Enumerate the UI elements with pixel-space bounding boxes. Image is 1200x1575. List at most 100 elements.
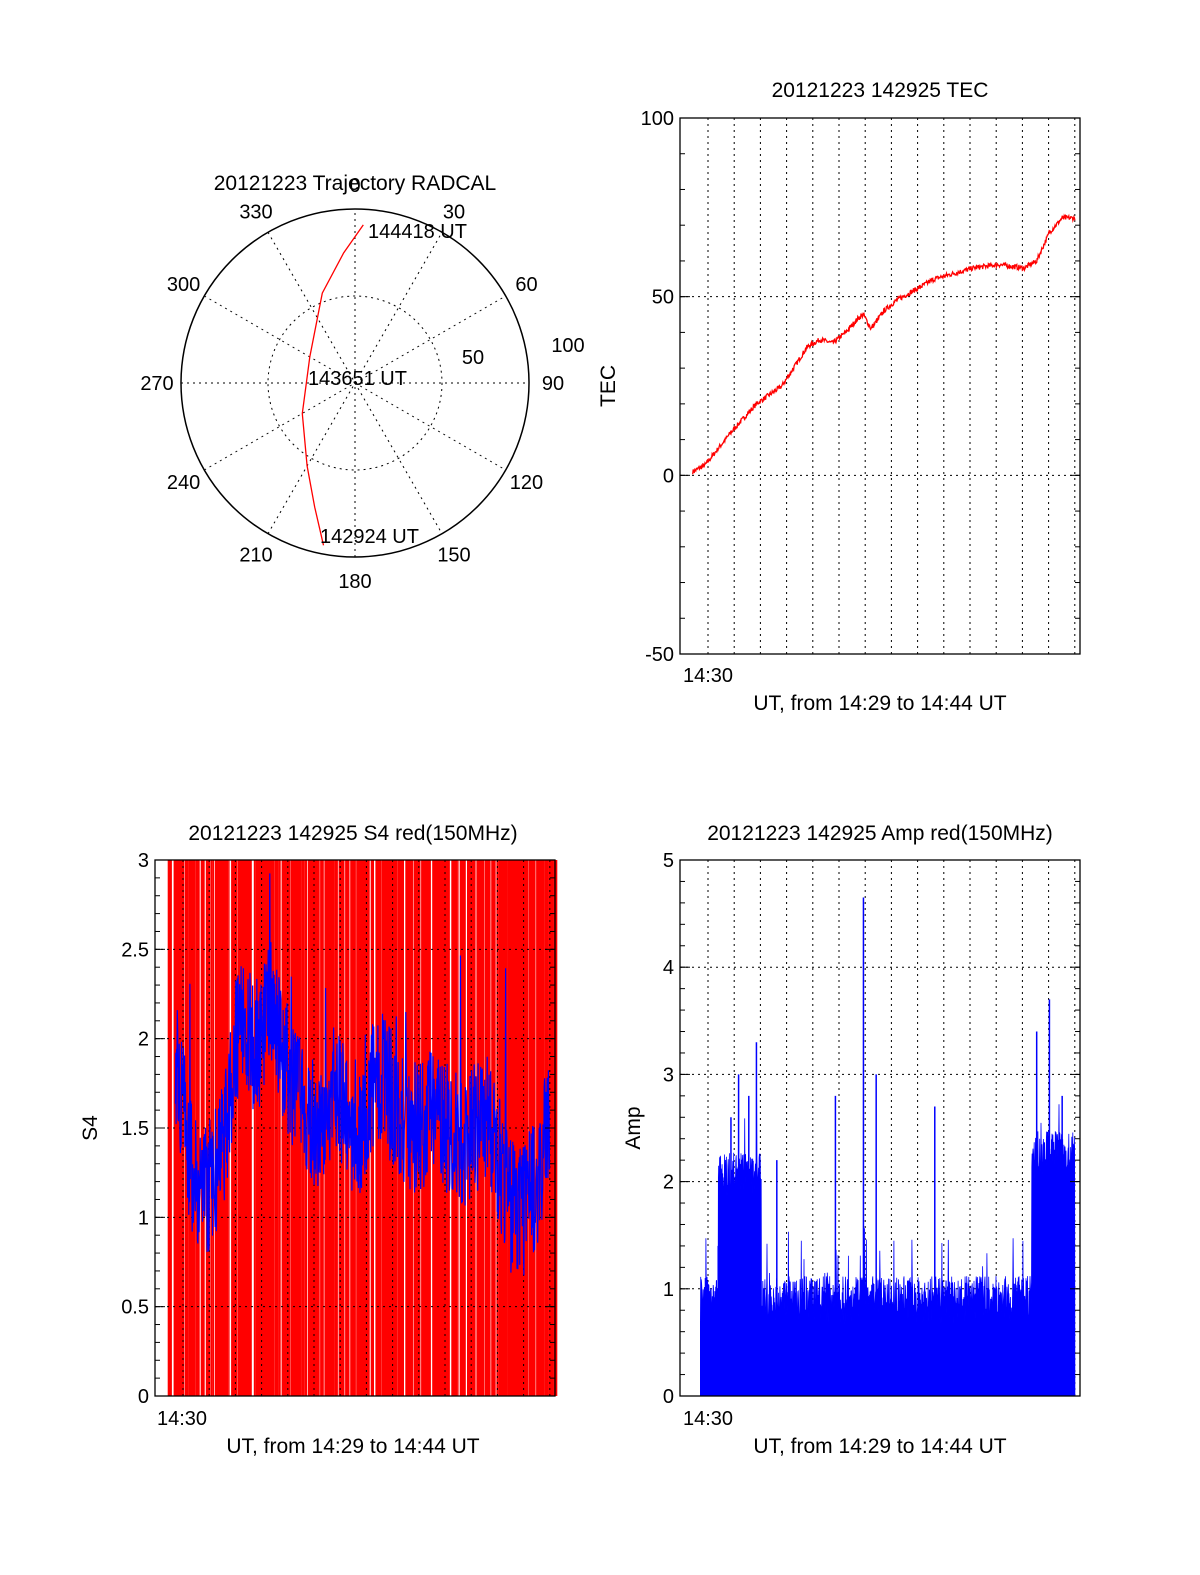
s4-red-spike [248,860,251,1396]
s4-red-spike [517,860,521,1396]
s4-red-spike [175,860,179,1396]
amp-blue-fill [700,1095,1076,1397]
azimuth-label: 270 [140,373,173,395]
y-tick-label: 2.5 [121,939,149,961]
tec-y-ticks: -50 0 50 100 [641,108,1080,666]
s4-red-spike [276,860,279,1396]
tec-panel: 20121223 142925 TEC -50 0 50 100 14:30 UT, … [597,79,1081,715]
s4-red-spike [191,860,195,1396]
s4-red-spike [206,860,211,1396]
amp-peaks [704,897,1063,1396]
s4-red-spike [177,860,180,1396]
amp-y-ticks: 0 1 2 3 4 5 [663,850,1080,1408]
track-start-label: 142924 UT [320,526,419,548]
s4-panel: 20121223 142925 S4 red(150MHz) 0 0.5 1 1.5 2… [79,822,558,1458]
s4-red-spike [283,860,286,1396]
tec-grid [680,118,1080,654]
s4-red-spike [429,860,431,1396]
polar-grid [180,208,530,558]
y-tick-label: 0 [138,1386,149,1408]
s4-red-spike [255,860,259,1396]
y-tick-label: 1 [663,1279,674,1301]
azimuth-label: 210 [239,544,272,566]
s4-title: 20121223 142925 S4 red(150MHz) [188,822,517,845]
y-tick-label: 100 [641,108,674,130]
ring-label-100: 100 [551,335,584,357]
s4-red-spike [384,860,388,1396]
trajectory-track [301,224,364,546]
s4-x-tick-label: 14:30 [157,1408,207,1430]
track-mid-label: 143651 UT [308,368,407,390]
y-tick-label: 0 [663,1386,674,1408]
y-tick-label: 1.5 [121,1118,149,1140]
ring-label-50: 50 [462,347,484,369]
amp-x-tick-label: 14:30 [683,1408,733,1430]
y-tick-label: 0 [663,465,674,487]
s4-red-spike [281,860,285,1396]
amp-frame [679,859,1081,1397]
polar-panel: 20121223 Trajectory RADCAL 0 30 60 90 120 150… [140,172,584,593]
tec-y-label: TEC [597,365,620,407]
azimuth-label: 60 [515,274,537,296]
y-tick-label: 0.5 [121,1297,149,1319]
azimuth-label: 90 [542,373,564,395]
azimuth-labels: 0 30 60 90 120 150 180 210 240 270 300 330 [140,175,564,593]
tec-x-tick-label: 14:30 [683,665,733,687]
track-end-label: 144418 UT [368,221,467,243]
y-tick-label: 3 [663,1064,674,1086]
s4-y-ticks: 0 0.5 1 1.5 2 2.5 3 [121,850,555,1408]
s4-red-spike [540,860,544,1396]
s4-red-spike [210,860,213,1396]
y-tick-label: 2 [663,1172,674,1194]
s4-red-spike [301,860,305,1396]
s4-red-spike [451,860,455,1396]
tec-series-line [692,213,1076,475]
azimuth-label: 240 [167,472,200,494]
polar-spoke [267,232,443,534]
s4-red-spike [170,860,172,1396]
s4-y-label: S4 [79,1115,102,1141]
azimuth-label: 0 [349,175,360,197]
polar-title: 20121223 Trajectory RADCAL [214,172,497,195]
tec-frame [679,117,1081,655]
s4-red-spike [510,860,515,1396]
s4-red-spike [296,860,301,1396]
s4-red-spike [239,860,243,1396]
s4-red-spike [512,860,515,1396]
s4-red-spike [266,860,272,1396]
s4-red-spike [438,860,444,1396]
s4-blue-series [174,873,551,1276]
amp-title: 20121223 142925 Amp red(150MHz) [707,822,1053,845]
amp-x-label: UT, from 14:29 to 14:44 UT [753,1435,1006,1458]
s4-red-spike [253,860,256,1396]
s4-red-spike [259,860,263,1396]
s4-red-spike [234,860,238,1396]
s4-red-spike [212,860,214,1396]
amp-panel: 20121223 142925 Amp red(150MHz) 0 1 2 3 4 5 1… [622,822,1081,1458]
s4-red-spike [167,860,171,1396]
tec-x-label: UT, from 14:29 to 14:44 UT [753,692,1006,715]
y-tick-label: -50 [645,644,674,666]
y-tick-label: 1 [138,1207,149,1229]
s4-red-spike [537,860,540,1396]
s4-red-spike [435,860,439,1396]
s4-x-label: UT, from 14:29 to 14:44 UT [226,1435,479,1458]
s4-red-spike [181,860,185,1396]
s4-red-spike [246,860,251,1396]
azimuth-label: 300 [167,274,200,296]
s4-red-spike [278,860,281,1396]
azimuth-label: 30 [443,202,465,224]
azimuth-label: 330 [239,202,272,224]
y-tick-label: 3 [138,850,149,872]
s4-red-spike [193,860,196,1396]
y-tick-label: 50 [652,287,674,309]
amp-y-label: Amp [622,1106,645,1149]
azimuth-label: 120 [510,472,543,494]
s4-red-spike [519,860,523,1396]
s4-red-spike [288,860,291,1396]
y-tick-label: 4 [663,957,674,979]
s4-red-spike [528,860,533,1396]
y-tick-label: 2 [138,1029,149,1051]
polar-ring-50 [267,295,443,471]
